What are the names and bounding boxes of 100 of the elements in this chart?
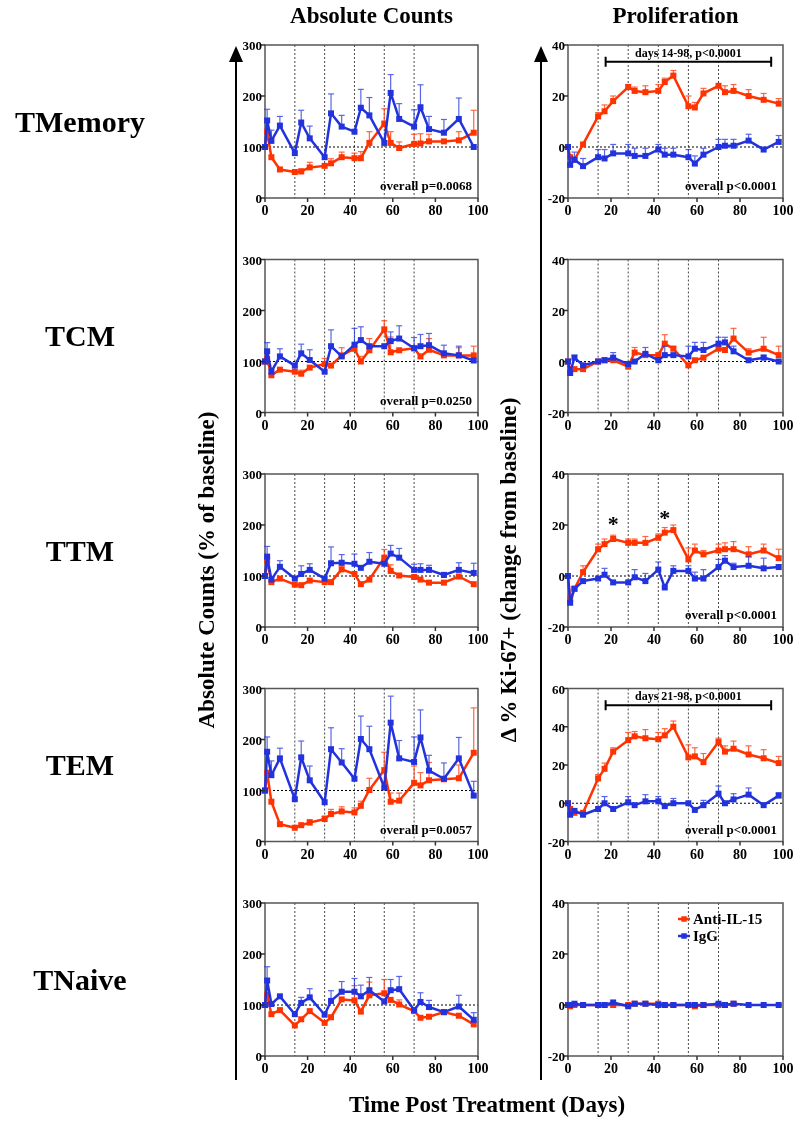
annotation: overall p<0.0001 [685, 607, 777, 622]
y-tick-label: 20 [552, 303, 565, 319]
y-tick-label: 200 [242, 518, 262, 533]
text: Time Post Treatment (Days) [348, 1092, 626, 1117]
annotation: overall p=0.0250 [380, 392, 472, 408]
x-tick-label: 60 [690, 632, 704, 647]
y-tick-label: 0 [558, 998, 565, 1013]
x-tick-label: 100 [467, 1061, 489, 1076]
x-tick-label: 80 [428, 417, 443, 433]
y-tick-label: 40 [552, 252, 565, 268]
text: TTM [45, 533, 115, 567]
x-tick-label: 20 [604, 632, 618, 647]
x-tick-label: 80 [428, 632, 443, 647]
x-tick-label: 60 [385, 417, 400, 433]
x-tick-label: 20 [300, 1061, 315, 1076]
x-tick-label: 80 [733, 417, 747, 433]
y-tick-label: 100 [242, 569, 262, 584]
text: TNaive [33, 962, 127, 996]
y-tick-label: 300 [242, 896, 262, 911]
y-tick-label: 0 [558, 140, 565, 155]
x-tick-label: 60 [385, 632, 400, 647]
text: TMemory [15, 104, 145, 138]
x-tick-label: 20 [604, 1061, 618, 1076]
annotation: overall p=0.0057 [380, 821, 473, 837]
x-tick-label: 20 [300, 203, 315, 218]
y-tick-label: 0 [255, 834, 262, 850]
x-tick-label: 40 [343, 632, 358, 647]
y-tick-label: 100 [242, 783, 262, 799]
annotation: overall p=0.0068 [380, 178, 473, 193]
x-tick-label: 80 [733, 203, 747, 218]
y-tick-label: -20 [547, 191, 565, 206]
annotation: overall p<0.0001 [685, 178, 777, 193]
x-tick-label: 100 [467, 846, 489, 862]
text: TCM [45, 319, 115, 352]
x-tick-label: 80 [733, 846, 747, 862]
x-tick-label: 80 [428, 1061, 443, 1076]
x-tick-label: 40 [343, 203, 358, 218]
x-tick-label: 60 [690, 1061, 704, 1076]
x-tick-label: 40 [647, 203, 661, 218]
x-tick-label: 40 [647, 846, 661, 862]
legend-label: IgG [693, 928, 719, 944]
x-tick-label: 20 [300, 417, 315, 433]
y-tick-label: 0 [255, 405, 262, 421]
x-tick-label: 60 [385, 1061, 400, 1076]
y-tick-label: 100 [242, 354, 262, 370]
legend-label: Anti-IL-15 [693, 911, 763, 927]
x-tick-label: 40 [647, 417, 661, 433]
x-tick-label: 80 [428, 203, 443, 218]
y-tick-label: 40 [552, 38, 565, 53]
y-tick-label: 20 [552, 758, 565, 773]
x-tick-label: 100 [772, 417, 794, 433]
x-tick-label: 20 [300, 632, 315, 647]
x-tick-label: 20 [604, 203, 618, 218]
y-tick-label: 0 [558, 569, 565, 584]
y-tick-label: -20 [547, 1049, 565, 1064]
x-tick-label: 100 [467, 632, 489, 647]
annotation: * [607, 511, 619, 537]
y-tick-label: 200 [242, 732, 262, 748]
x-tick-label: 100 [467, 417, 489, 433]
annotation: days 21-98, p<0.0001 [634, 689, 742, 704]
y-tick-label: 40 [552, 896, 565, 911]
x-tick-label: 100 [772, 1061, 794, 1076]
x-tick-label: 40 [343, 846, 358, 862]
y-tick-label: 0 [255, 620, 262, 635]
text: Absolute Counts (% of baseline) [194, 411, 219, 729]
y-tick-label: 0 [255, 1049, 262, 1064]
annotation: * [659, 504, 671, 530]
x-tick-label: 40 [647, 1061, 661, 1076]
x-tick-label: 100 [467, 203, 489, 218]
x-tick-label: 100 [772, 203, 794, 218]
x-tick-label: 60 [690, 203, 704, 218]
y-tick-label: 300 [242, 252, 262, 268]
y-tick-label: 0 [558, 796, 565, 812]
chart-title: Proliferation [612, 3, 739, 28]
x-tick-label: 20 [604, 846, 618, 862]
y-tick-label: -20 [547, 620, 565, 635]
x-tick-label: 20 [604, 417, 618, 433]
y-tick-label: 300 [242, 38, 262, 53]
y-tick-label: 0 [558, 354, 565, 370]
annotation: overall p<0.0001 [685, 821, 777, 837]
x-tick-label: 60 [385, 203, 400, 218]
y-tick-label: 20 [552, 947, 565, 962]
x-tick-label: 100 [772, 846, 794, 862]
y-tick-label: 40 [552, 719, 565, 735]
chart-title: Absolute Counts [290, 3, 454, 28]
y-tick-label: 300 [242, 681, 262, 697]
x-tick-label: 80 [733, 632, 747, 647]
y-tick-label: 300 [242, 467, 262, 482]
x-tick-label: 80 [428, 846, 443, 862]
x-tick-label: 40 [647, 632, 661, 647]
y-tick-label: 20 [552, 518, 565, 533]
y-tick-label: 200 [242, 89, 262, 104]
x-tick-label: 40 [343, 1061, 358, 1076]
annotation: days 14-98, p<0.0001 [634, 45, 742, 60]
y-tick-label: 200 [242, 947, 262, 962]
y-tick-label: 40 [552, 467, 565, 482]
x-tick-label: 80 [733, 1061, 747, 1076]
y-tick-label: -20 [547, 834, 565, 850]
y-tick-label: 100 [242, 140, 262, 155]
x-tick-label: 40 [343, 417, 358, 433]
